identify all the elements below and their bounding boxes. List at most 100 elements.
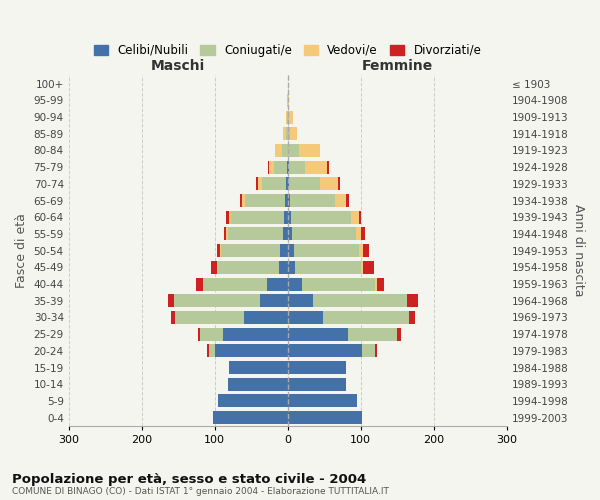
Bar: [287, 361, 346, 374]
Bar: [260, 294, 287, 307]
Bar: [320, 178, 338, 190]
Bar: [203, 278, 267, 290]
Bar: [274, 160, 287, 173]
Bar: [175, 311, 244, 324]
Bar: [292, 228, 356, 240]
Bar: [292, 210, 351, 224]
Bar: [217, 244, 220, 257]
Bar: [224, 228, 226, 240]
Bar: [323, 311, 409, 324]
Bar: [223, 328, 287, 340]
Bar: [287, 210, 292, 224]
Bar: [289, 144, 299, 157]
Bar: [279, 261, 287, 274]
Bar: [293, 244, 359, 257]
Bar: [287, 328, 347, 340]
Bar: [397, 328, 401, 340]
Bar: [290, 194, 335, 207]
Bar: [351, 210, 359, 224]
Bar: [299, 144, 320, 157]
Bar: [196, 278, 203, 290]
Bar: [208, 344, 209, 358]
Bar: [347, 328, 397, 340]
Bar: [209, 344, 215, 358]
Bar: [275, 144, 282, 157]
Bar: [287, 94, 289, 107]
Bar: [287, 311, 323, 324]
Bar: [283, 228, 287, 240]
Bar: [302, 278, 376, 290]
Text: COMUNE DI BINAGO (CO) - Dati ISTAT 1° gennaio 2004 - Elaborazione TUTTITALIA.IT: COMUNE DI BINAGO (CO) - Dati ISTAT 1° ge…: [12, 488, 389, 496]
Bar: [377, 278, 384, 290]
Bar: [287, 294, 313, 307]
Bar: [283, 127, 286, 140]
Text: Popolazione per età, sesso e stato civile - 2004: Popolazione per età, sesso e stato civil…: [12, 472, 366, 486]
Bar: [198, 328, 200, 340]
Bar: [229, 361, 287, 374]
Bar: [287, 160, 289, 173]
Bar: [228, 228, 283, 240]
Bar: [287, 394, 357, 407]
Bar: [287, 194, 290, 207]
Text: Maschi: Maschi: [151, 59, 205, 73]
Bar: [269, 160, 274, 173]
Bar: [286, 178, 287, 190]
Bar: [287, 77, 289, 90]
Bar: [359, 210, 361, 224]
Bar: [171, 311, 175, 324]
Bar: [287, 144, 289, 157]
Bar: [218, 394, 287, 407]
Bar: [287, 278, 302, 290]
Bar: [362, 344, 376, 358]
Bar: [289, 160, 305, 173]
Bar: [232, 210, 284, 224]
Bar: [289, 178, 320, 190]
Bar: [361, 261, 363, 274]
Bar: [245, 194, 285, 207]
Bar: [268, 160, 269, 173]
Bar: [284, 210, 287, 224]
Bar: [287, 178, 289, 190]
Bar: [361, 228, 365, 240]
Bar: [226, 210, 229, 224]
Bar: [305, 160, 327, 173]
Bar: [200, 328, 223, 340]
Bar: [267, 278, 287, 290]
Bar: [228, 378, 287, 390]
Bar: [376, 344, 377, 358]
Bar: [346, 194, 349, 207]
Bar: [215, 344, 287, 358]
Bar: [168, 294, 174, 307]
Bar: [239, 194, 242, 207]
Bar: [363, 261, 374, 274]
Bar: [286, 110, 287, 124]
Bar: [242, 194, 245, 207]
Legend: Celibi/Nubili, Coniugati/e, Vedovi/e, Divorziati/e: Celibi/Nubili, Coniugati/e, Vedovi/e, Di…: [89, 39, 486, 62]
Bar: [356, 228, 361, 240]
Bar: [174, 294, 260, 307]
Bar: [244, 311, 287, 324]
Bar: [287, 110, 289, 124]
Bar: [285, 194, 287, 207]
Bar: [289, 110, 293, 124]
Text: Femmine: Femmine: [362, 59, 433, 73]
Bar: [226, 228, 228, 240]
Bar: [376, 278, 377, 290]
Bar: [363, 244, 369, 257]
Bar: [217, 261, 279, 274]
Y-axis label: Fasce di età: Fasce di età: [15, 213, 28, 288]
Bar: [286, 127, 287, 140]
Bar: [229, 210, 232, 224]
Bar: [221, 244, 280, 257]
Bar: [359, 244, 363, 257]
Bar: [213, 411, 287, 424]
Bar: [258, 178, 262, 190]
Bar: [338, 178, 340, 190]
Bar: [280, 244, 287, 257]
Bar: [327, 160, 329, 173]
Bar: [287, 228, 292, 240]
Bar: [407, 294, 418, 307]
Bar: [287, 344, 362, 358]
Bar: [287, 261, 295, 274]
Bar: [287, 411, 362, 424]
